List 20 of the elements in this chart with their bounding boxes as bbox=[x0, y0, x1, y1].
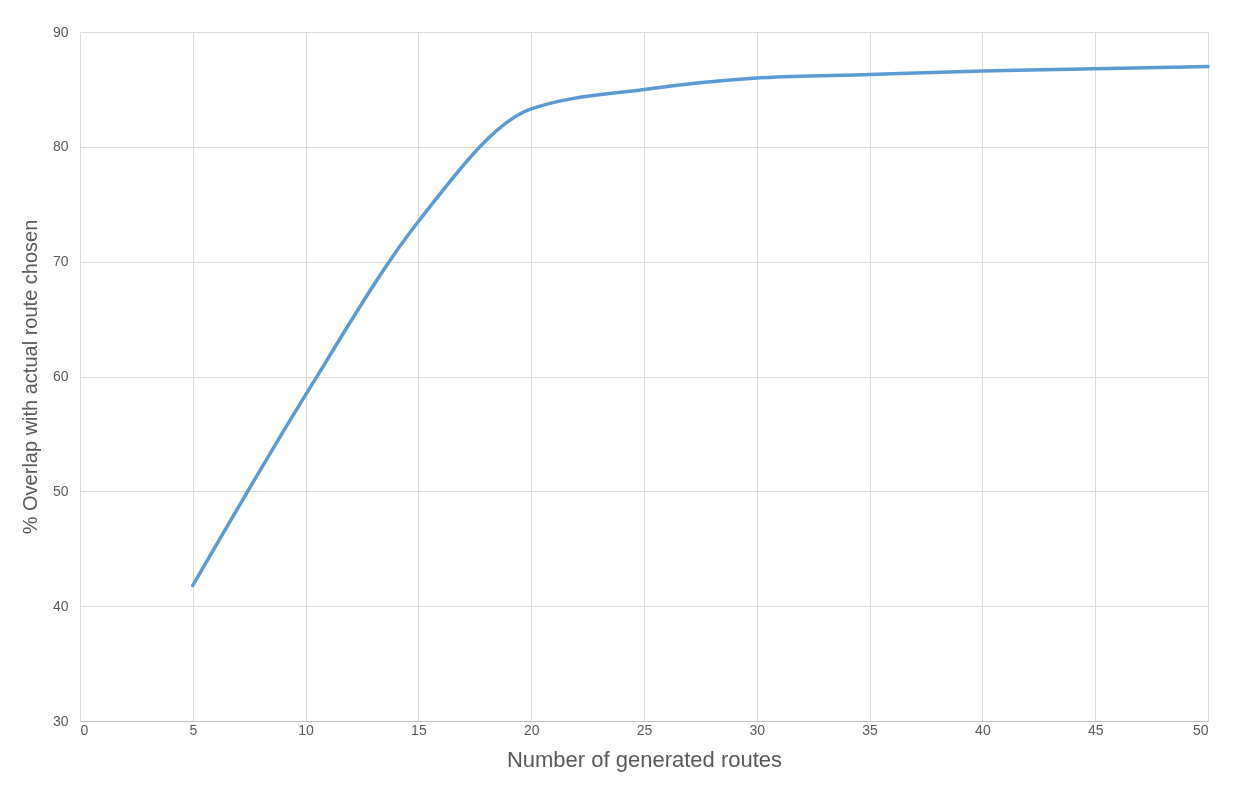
y-tick-label: 70 bbox=[52, 253, 69, 270]
y-tick-label: 50 bbox=[52, 482, 69, 499]
y-axis-title: % Overlap with actual route chosen bbox=[18, 219, 41, 535]
x-tick-label: 30 bbox=[749, 721, 766, 738]
x-axis-title: Number of generated routes bbox=[506, 746, 783, 772]
x-tick-label: 40 bbox=[975, 721, 991, 738]
x-tick-label: 35 bbox=[862, 721, 879, 738]
y-tick-label: 40 bbox=[52, 597, 69, 614]
y-tick-label: 90 bbox=[52, 23, 69, 40]
x-tick-label: 50 bbox=[1192, 721, 1209, 738]
y-tick-label: 60 bbox=[52, 368, 69, 384]
line-series bbox=[191, 64, 1210, 588]
x-tick-label: 25 bbox=[636, 721, 653, 738]
x-tick-label: 45 bbox=[1087, 721, 1104, 738]
x-tick-label: 10 bbox=[298, 721, 315, 738]
x-tick-label: 5 bbox=[189, 721, 198, 738]
x-tick-label: 20 bbox=[523, 721, 540, 738]
y-tick-label: 80 bbox=[52, 138, 69, 155]
x-tick-label: 0 bbox=[80, 721, 89, 738]
x-tick-label: 15 bbox=[411, 721, 427, 738]
